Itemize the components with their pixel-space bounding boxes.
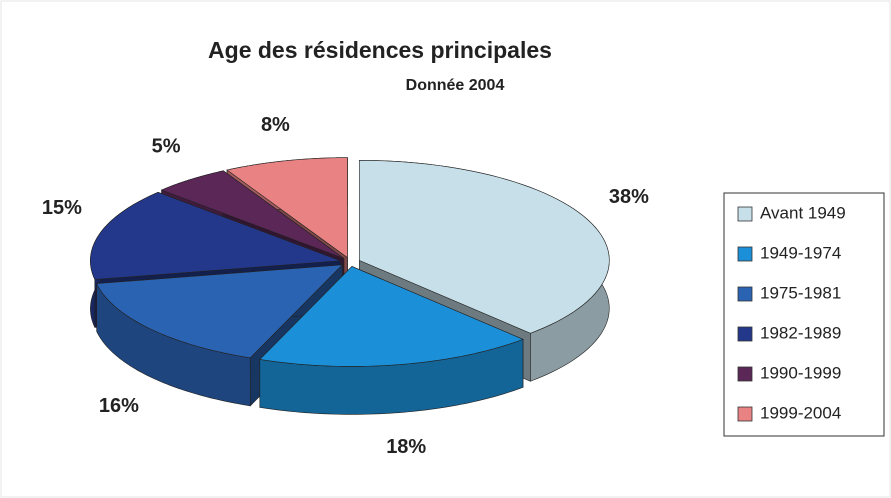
legend-label: Avant 1949 [760, 203, 846, 222]
legend-label: 1949-1974 [760, 243, 841, 262]
legend-label: 1999-2004 [760, 403, 841, 422]
legend-swatch [737, 206, 753, 222]
legend-swatch [737, 286, 753, 302]
legend-label: 1975-1981 [760, 283, 841, 302]
slice [259, 266, 524, 367]
slice [226, 157, 348, 259]
chart-title: Age des résidences principales [208, 37, 552, 63]
slice [160, 170, 345, 259]
legend-label: 1990-1999 [760, 363, 841, 382]
slice-tops [90, 157, 610, 367]
data-label: 18% [386, 436, 426, 458]
legend-swatch [737, 246, 753, 262]
data-label: 38% [609, 186, 649, 208]
slice [358, 160, 610, 334]
data-label: 5% [152, 135, 181, 157]
legend-swatch [737, 326, 753, 342]
legend-swatch [737, 406, 753, 422]
data-label: 8% [261, 114, 290, 136]
data-label: 15% [42, 197, 82, 219]
data-label: 16% [99, 395, 139, 417]
slice [96, 264, 344, 359]
slice [90, 191, 341, 280]
legend-label: 1982-1989 [760, 323, 841, 342]
chart-subtitle: Donnée 2004 [406, 77, 505, 94]
legend-box [723, 192, 885, 437]
legend-swatch [737, 366, 753, 382]
